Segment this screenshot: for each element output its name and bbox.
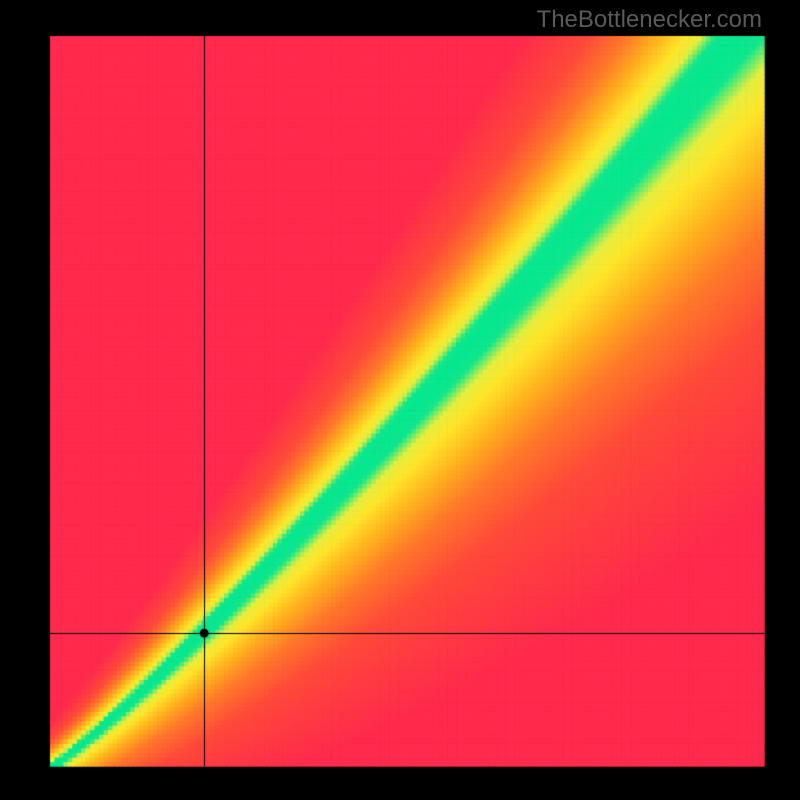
chart-container: TheBottlenecker.com [0, 0, 800, 800]
bottleneck-heatmap-canvas [0, 0, 800, 800]
watermark-text: TheBottlenecker.com [537, 6, 762, 34]
